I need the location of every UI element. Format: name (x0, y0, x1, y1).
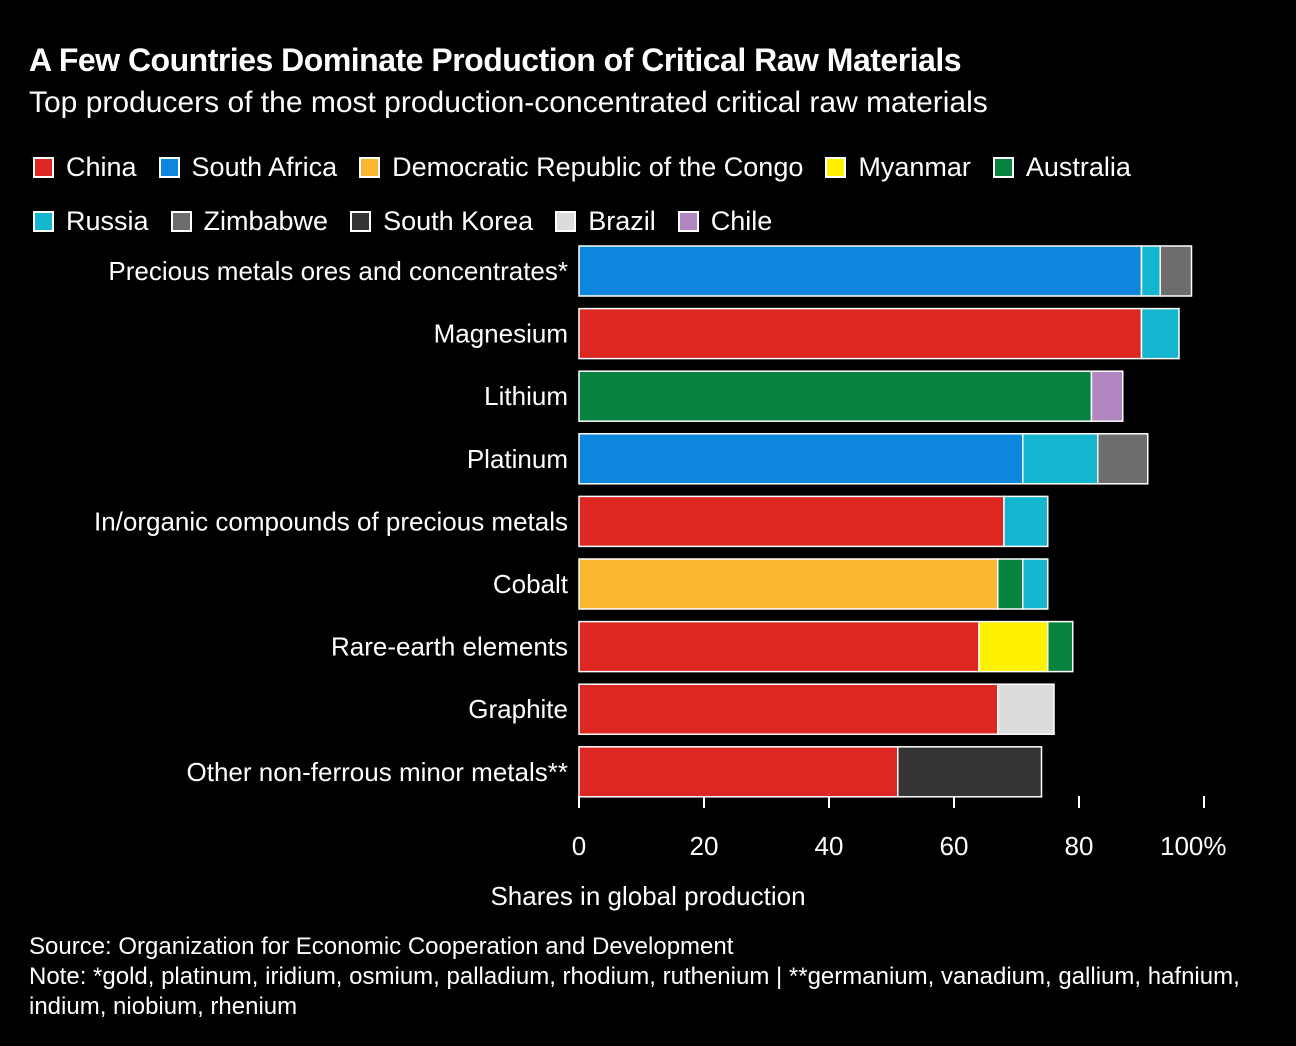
category-label: Lithium (484, 381, 568, 411)
legend-label: Democratic Republic of the Congo (392, 151, 804, 182)
legend-swatch (170, 210, 192, 232)
chart-subtitle: Top producers of the most production-con… (29, 86, 988, 119)
bar-segment (997, 558, 1024, 610)
legend-swatch (992, 156, 1014, 178)
legend-swatch (677, 210, 699, 232)
x-tick-label: 80 (1065, 831, 1094, 861)
legend-label: South Korea (383, 205, 534, 236)
x-tick-label: 60 (940, 831, 969, 861)
legend-swatch (359, 156, 381, 178)
legend-label: Russia (66, 205, 149, 236)
bar-segment (578, 558, 999, 610)
x-tick-label: 20 (690, 831, 719, 861)
category-label: Magnesium (434, 319, 568, 349)
x-tick-label: 40 (815, 831, 844, 861)
x-axis-label: Shares in global production (490, 881, 805, 911)
legend-label: Brazil (588, 205, 656, 236)
category-label: Other non-ferrous minor metals** (187, 757, 568, 787)
legend-item: South Africa (158, 151, 338, 182)
bar-segment (978, 620, 1049, 673)
bar-segment (897, 746, 1043, 798)
legend-swatch (33, 210, 54, 232)
legend-item: South Korea (350, 206, 533, 236)
legend-label: China (66, 151, 137, 182)
source-text: Source: Organization for Economic Cooper… (29, 933, 734, 960)
bar-segment (1047, 620, 1074, 673)
bar-segment (1097, 433, 1149, 485)
legend-label: Zimbabwe (203, 205, 329, 236)
bar-segment (997, 683, 1055, 735)
bar-segment (578, 433, 1024, 485)
bar-segment (578, 245, 1143, 297)
bar-segment (578, 620, 980, 673)
x-tick-label: 100% (1160, 831, 1227, 861)
legend-item: China (33, 152, 137, 182)
category-label: In/organic compounds of precious metals (94, 506, 568, 536)
legend-swatch (825, 156, 847, 178)
bar-segment (1090, 370, 1124, 422)
legend-label: South Africa (191, 151, 338, 182)
legend-item: Australia (992, 151, 1131, 182)
legend-item: Zimbabwe (170, 205, 329, 236)
note-text: Note: *gold, platinum, iridium, osmium, … (29, 963, 1240, 1020)
footer: Source: Organization for Economic Cooper… (29, 932, 1269, 1022)
legend-label: Australia (1025, 151, 1131, 182)
legend-item: Democratic Republic of the Congo (359, 152, 803, 182)
category-label: Precious metals ores and concentrates* (108, 256, 568, 286)
legend-swatch (350, 210, 372, 232)
bar-segment (1022, 433, 1099, 485)
bar-segment (1003, 495, 1049, 548)
legend-swatch (555, 210, 577, 232)
legend-label: Myanmar (858, 151, 971, 182)
chart-title: A Few Countries Dominate Production of C… (29, 42, 962, 78)
legend-item: Myanmar (825, 152, 971, 182)
bar-segment (578, 370, 1093, 422)
category-label: Rare-earth elements (331, 632, 568, 662)
legend-item: Brazil (555, 206, 656, 236)
legend-item: Russia (33, 206, 149, 236)
legend-item: Chile (677, 205, 773, 236)
bar-segment (578, 495, 1005, 548)
bar-segment (578, 683, 999, 735)
bar-segment (578, 746, 899, 798)
category-label: Graphite (468, 694, 568, 724)
category-label: Platinum (467, 444, 568, 474)
legend-label: Chile (710, 205, 773, 236)
bar-segment (1159, 245, 1193, 297)
legend-swatch (158, 156, 180, 178)
bar-segment (1140, 245, 1161, 297)
bar-segment (1140, 307, 1180, 360)
x-tick-label: 0 (572, 831, 586, 861)
category-label: Cobalt (493, 569, 569, 599)
bar-segment (578, 307, 1143, 360)
legend: China South Africa Democratic Republic of … (33, 152, 1283, 236)
bar-segment (1022, 558, 1049, 610)
legend-swatch (33, 156, 54, 178)
